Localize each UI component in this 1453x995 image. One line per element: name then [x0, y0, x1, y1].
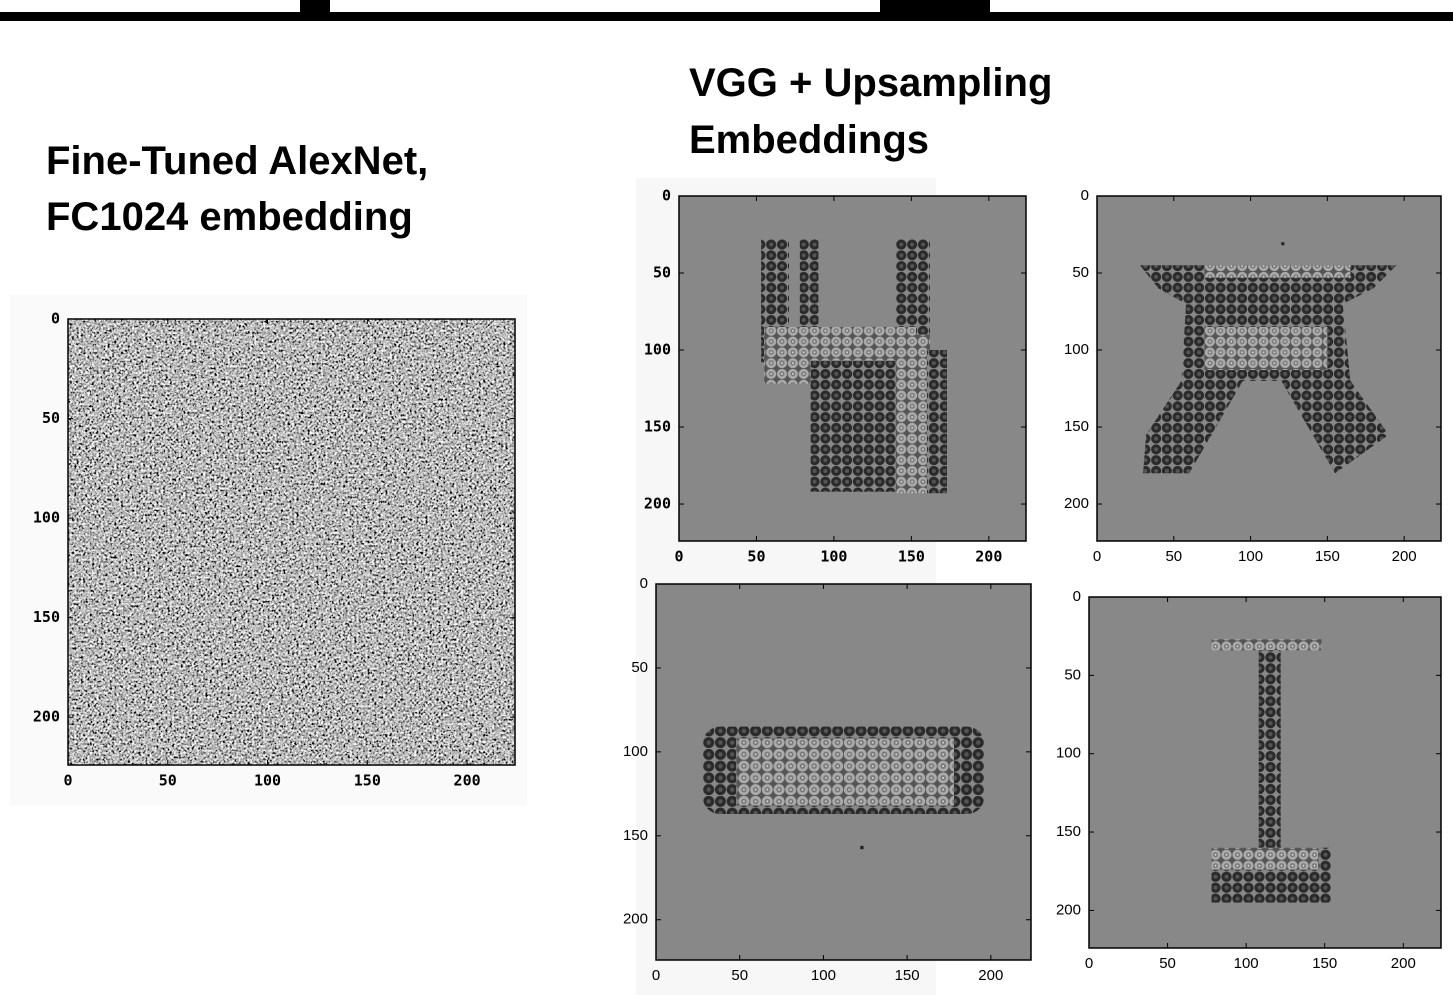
y-tick-label: 50: [42, 409, 60, 427]
y-tick-label: 50: [1072, 264, 1089, 281]
x-tick-label: 50: [159, 772, 177, 790]
y-tick-label: 200: [644, 495, 671, 513]
y-tick-label: 100: [623, 743, 648, 760]
x-tick-label: 200: [978, 967, 1003, 984]
y-tick-label: 100: [1064, 341, 1089, 358]
x-tick-label: 200: [1392, 548, 1417, 565]
y-tick-label: 200: [33, 708, 60, 726]
y-tick-label: 200: [1056, 901, 1081, 918]
y-tick-label: 100: [644, 341, 671, 359]
x-tick-label: 0: [652, 967, 660, 984]
x-tick-label: 150: [895, 967, 920, 984]
y-tick-label: 150: [33, 608, 60, 626]
x-tick-label: 150: [1312, 955, 1337, 972]
x-tick-label: 200: [1391, 955, 1416, 972]
y-tick-label: 0: [640, 575, 648, 592]
x-tick-label: 0: [63, 772, 72, 790]
x-tick-label: 50: [731, 967, 748, 984]
y-tick-label: 200: [1064, 495, 1089, 512]
title-fragment: [300, 0, 330, 12]
y-tick-label: 0: [51, 310, 60, 328]
right-heading: Embeddings: [689, 118, 929, 162]
page: {"slide": { "left_heading": ["Fine-Tuned…: [0, 0, 1453, 995]
y-tick-label: 150: [623, 827, 648, 844]
title-fragment: [880, 0, 990, 12]
slide: Fine-Tuned AlexNet, FC1024 embedding VGG…: [0, 0, 1453, 995]
y-tick-label: 100: [33, 509, 60, 527]
y-tick-label: 150: [1064, 418, 1089, 435]
y-tick-label: 100: [1056, 745, 1081, 762]
x-tick-label: 150: [354, 772, 381, 790]
x-tick-label: 50: [1159, 955, 1176, 972]
y-tick-label: 150: [644, 418, 671, 436]
image: [656, 584, 1031, 960]
image: [679, 196, 1026, 541]
y-tick-label: 150: [1056, 823, 1081, 840]
x-tick-label: 100: [254, 772, 281, 790]
y-tick-label: 200: [623, 911, 648, 928]
x-tick-label: 50: [747, 548, 765, 566]
y-tick-label: 50: [1064, 666, 1081, 683]
right-heading: VGG + Upsampling: [689, 61, 1052, 105]
x-tick-label: 100: [1234, 955, 1259, 972]
x-tick-label: 100: [1238, 548, 1263, 565]
x-tick-label: 150: [1315, 548, 1340, 565]
x-tick-label: 200: [454, 772, 481, 790]
x-tick-label: 0: [1093, 548, 1101, 565]
y-tick-label: 50: [631, 659, 648, 676]
x-tick-label: 0: [1085, 955, 1093, 972]
x-tick-label: 100: [820, 548, 847, 566]
y-tick-label: 0: [1081, 187, 1089, 204]
image: [1097, 196, 1441, 541]
x-tick-label: 0: [674, 548, 683, 566]
image: [1089, 597, 1441, 948]
x-tick-label: 200: [975, 548, 1002, 566]
left-heading: FC1024 embedding: [46, 195, 413, 239]
y-tick-label: 50: [653, 264, 671, 282]
image: [68, 319, 515, 765]
left-heading: Fine-Tuned AlexNet,: [46, 139, 428, 183]
x-tick-label: 50: [1165, 548, 1182, 565]
y-tick-label: 0: [1073, 588, 1081, 605]
x-tick-label: 100: [811, 967, 836, 984]
x-tick-label: 150: [898, 548, 925, 566]
y-tick-label: 0: [662, 187, 671, 205]
title-rule: [0, 12, 1453, 21]
